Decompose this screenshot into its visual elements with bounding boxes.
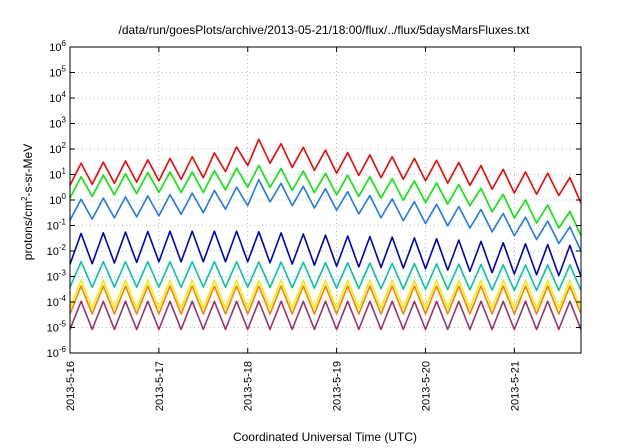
y-tick-base: 10	[47, 348, 59, 360]
x-tick-label: 2013-5-17	[154, 361, 166, 411]
y-tick-base: 10	[49, 93, 61, 105]
y-tick-base: 10	[49, 42, 61, 54]
y-tick-exponent: 4	[62, 90, 67, 99]
y-tick-label: 10-5	[47, 320, 67, 335]
x-tick-label: 2013-5-20	[420, 361, 432, 411]
y-tick-label: 105	[49, 65, 66, 80]
y-tick-exponent: -3	[59, 269, 67, 278]
y-tick-exponent: -6	[59, 345, 67, 354]
y-tick-base: 10	[49, 144, 61, 156]
y-tick-label: 101	[49, 167, 66, 182]
y-tick-label: 10-4	[47, 294, 67, 309]
y-tick-exponent: 1	[62, 167, 67, 176]
y-axis-label: protons/cm2-s-sr-MeV	[20, 144, 35, 260]
y-tick-label: 10-6	[47, 345, 67, 360]
series-line-5	[69, 260, 582, 292]
y-tick-base: 10	[47, 323, 59, 335]
series-lines	[69, 138, 582, 331]
y-tick-label: 10-3	[47, 269, 67, 284]
y-tick-exponent: 3	[62, 116, 67, 125]
series-line-3	[69, 178, 582, 252]
series-line-4	[69, 230, 582, 277]
x-tick-label: 2013-5-18	[243, 361, 255, 411]
x-axis: 2013-5-16 2013-5-17 2013-5-18 2013-5-19 2013…	[65, 47, 521, 411]
series-line-8	[69, 300, 582, 331]
y-tick-label: 100	[49, 192, 66, 207]
y-tick-base: 10	[47, 246, 59, 258]
series-line-6	[69, 279, 582, 310]
grid-lines	[70, 47, 581, 353]
y-tick-exponent: 5	[62, 65, 67, 74]
y-tick-base: 10	[49, 170, 61, 182]
y-tick-base: 10	[47, 297, 59, 309]
x-tick-label: 2013-5-16	[65, 361, 77, 411]
y-tick-exponent: 2	[62, 141, 67, 150]
x-tick-label: 2013-5-21	[509, 361, 521, 411]
y-tick-base: 10	[47, 272, 59, 284]
y-tick-label: 102	[49, 141, 66, 156]
x-axis-label: Coordinated Universal Time (UTC)	[233, 430, 417, 444]
y-tick-exponent: -4	[59, 294, 67, 303]
y-axis-label-exponent: 2	[20, 196, 29, 201]
y-tick-label: 106	[49, 39, 66, 54]
y-axis-label-suffix: -s-sr-MeV	[21, 144, 35, 197]
series-line-7	[69, 285, 582, 315]
y-tick-exponent: -1	[59, 218, 67, 227]
series-line-2	[69, 164, 582, 237]
y-tick-base: 10	[47, 221, 59, 233]
y-tick-base: 10	[49, 119, 61, 131]
y-tick-base: 10	[49, 195, 61, 207]
series-line-1	[69, 138, 582, 204]
y-tick-label: 10-2	[47, 243, 67, 258]
y-tick-exponent: -5	[59, 320, 67, 329]
y-axis-label-base: protons/cm	[21, 201, 35, 260]
y-tick-base: 10	[49, 68, 61, 80]
y-tick-label: 103	[49, 116, 66, 131]
y-axis: 10-610-510-410-310-210-11001011021031041…	[47, 39, 581, 360]
y-tick-exponent: 6	[62, 39, 67, 48]
y-tick-label: 10-1	[47, 218, 67, 233]
y-tick-exponent: 0	[62, 192, 67, 201]
x-tick-label: 2013-5-19	[332, 361, 344, 411]
y-tick-exponent: -2	[59, 243, 67, 252]
y-tick-label: 104	[49, 90, 66, 105]
chart-title: /data/run/goesPlots/archive/2013-05-21/1…	[119, 23, 531, 37]
